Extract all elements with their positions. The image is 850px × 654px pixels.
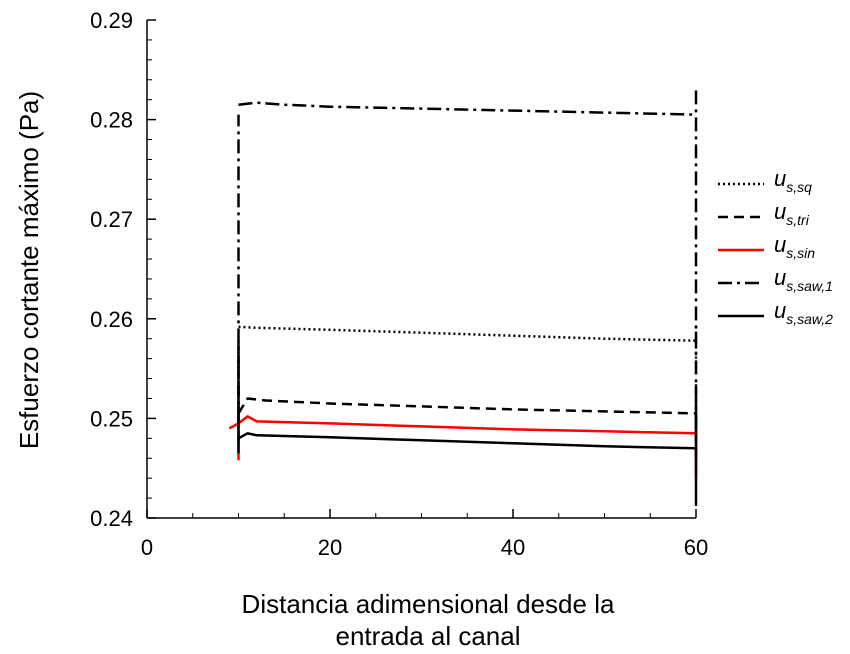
series-line-u-s-saw-1 xyxy=(238,101,697,116)
series-line-u-s-tri xyxy=(237,397,697,415)
series-line-u-s-sin xyxy=(228,415,697,435)
series-u-s-tri xyxy=(237,358,698,459)
x-axis-title-line-1: Distancia adimensional desde la xyxy=(242,589,615,619)
legend-label-main: u xyxy=(774,265,786,290)
legend-label-u-s-sin: us,sin xyxy=(774,232,815,261)
series-u-s-saw-2 xyxy=(237,340,698,507)
legend-label-u-s-saw-2: us,saw,2 xyxy=(774,298,833,327)
legend-label-main: u xyxy=(774,232,786,257)
x-tick-label: 60 xyxy=(684,535,708,560)
legend-label-u-s-sq: us,sq xyxy=(774,166,812,195)
legend-label-main: u xyxy=(774,298,786,323)
y-axis-title: Esfuerzo cortante máximo (Pa) xyxy=(14,91,44,449)
legend-label-subscript: s,sq xyxy=(786,179,812,195)
legend-label-subscript: s,tri xyxy=(786,212,809,228)
y-tick-label: 0.28 xyxy=(90,108,133,133)
series-layer xyxy=(228,87,698,507)
y-tick-label: 0.24 xyxy=(90,506,133,531)
y-tick-label: 0.25 xyxy=(90,406,133,431)
legend-label-u-s-tri: us,tri xyxy=(774,199,810,228)
x-tick-label: 0 xyxy=(141,535,153,560)
y-tick-label: 0.29 xyxy=(90,8,133,33)
x-tick-label: 20 xyxy=(318,535,342,560)
series-line-u-s-saw-2 xyxy=(237,432,697,450)
series-u-s-saw-1 xyxy=(237,87,698,429)
legend-label-u-s-saw-1: us,saw,1 xyxy=(774,265,833,294)
legend-label-main: u xyxy=(774,166,786,191)
series-line-u-s-sq xyxy=(238,325,697,342)
series-u-s-sq xyxy=(237,323,698,434)
legend-label-subscript: s,sin xyxy=(786,245,815,261)
y-tick-label: 0.26 xyxy=(90,307,133,332)
x-tick-label: 40 xyxy=(501,535,525,560)
axes: 0.24 0.25 0.26 0.27 0.28 0.29 0 20 40 60 xyxy=(90,8,708,560)
legend-label-main: u xyxy=(774,199,786,224)
legend-label-subscript: s,saw,2 xyxy=(786,311,833,327)
legend-label-subscript: s,saw,1 xyxy=(786,278,833,294)
y-tick-label: 0.27 xyxy=(90,207,133,232)
x-axis-title-line-2: entrada al canal xyxy=(335,621,520,651)
